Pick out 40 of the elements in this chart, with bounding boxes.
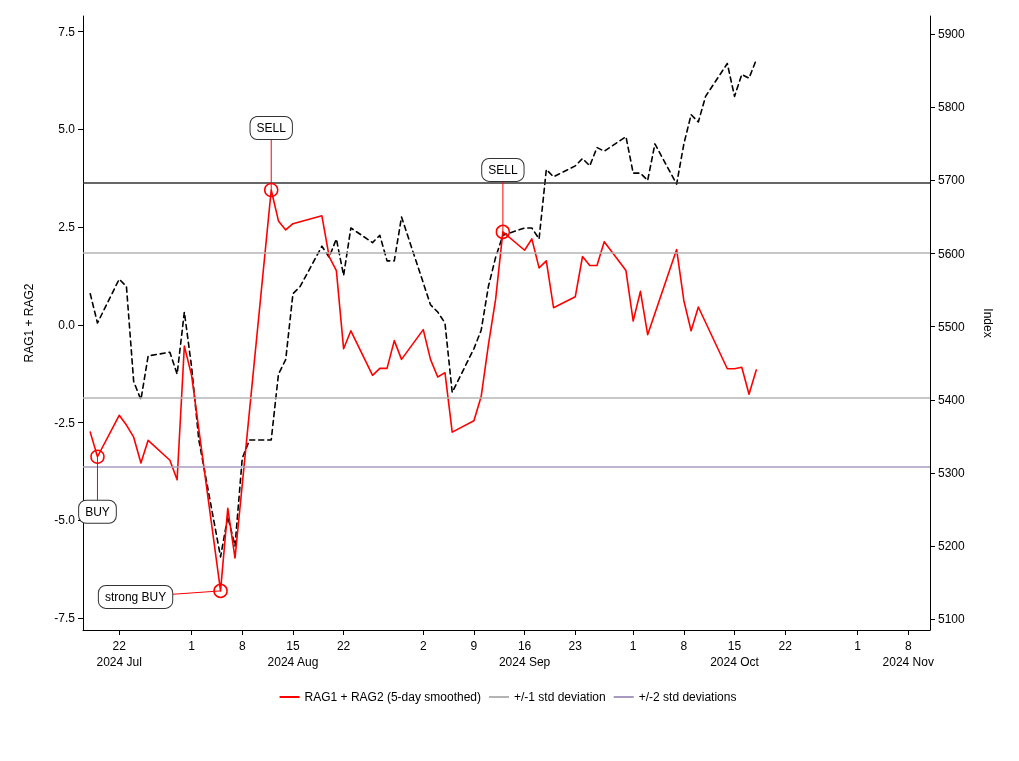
y2-tick-label: 5300 [938,465,966,480]
x-tick-label: 22 [336,639,351,653]
x-tick-label: 15 2024 Oct [710,639,760,669]
y-axis-title: RAG1 + RAG2 [22,283,36,363]
legend-label: +/-1 std deviation [513,690,606,704]
x-tick-label: 23 [568,639,583,653]
y2-tick-label: 5900 [938,27,966,42]
x-tick-label: 1 [629,639,637,653]
x-tick-label: 16 2024 Sep [498,639,551,669]
y2-tick-label: 5100 [938,612,966,627]
y-tick-label: 7.5 [58,24,76,39]
x-tick-label: 8 [238,639,246,653]
y-tick-label: -2.5 [54,415,76,430]
annotation: strong BUY [104,589,167,604]
x-tick-label: 1 [854,639,862,653]
legend-label: +/-2 std deviations [638,690,737,704]
annotation: SELL [256,121,287,136]
x-tick-label: 8 [680,639,688,653]
annotation: SELL [488,162,518,177]
y-tick-label: -7.5 [54,611,76,626]
y-tick-label: 5.0 [58,122,76,137]
legend-label: RAG1 + RAG2 (5-day smoothed) [304,690,481,704]
annotation: BUY [85,504,110,519]
x-tick-label: 8 2024 Nov [882,639,934,669]
x-tick-label: 9 [470,639,478,653]
y2-axis-title: Index [981,308,995,338]
y-tick-label: -5.0 [54,513,76,528]
x-tick-label: 2 [419,639,427,653]
x-tick-label: 1 [188,639,196,653]
y2-tick-label: 5200 [938,538,966,553]
x-tick-label: 22 2024 Jul [96,639,142,669]
y2-tick-label: 5500 [938,319,966,334]
y2-tick-label: 5600 [938,246,966,261]
y-tick-label: 2.5 [58,220,76,235]
y2-tick-label: 5700 [938,173,966,188]
y-tick-label: 0.0 [58,317,76,332]
y2-tick-label: 5800 [938,100,966,115]
y2-tick-label: 5400 [938,392,966,407]
x-tick-label: 22 [778,639,793,653]
x-tick-label: 15 2024 Aug [267,639,319,669]
